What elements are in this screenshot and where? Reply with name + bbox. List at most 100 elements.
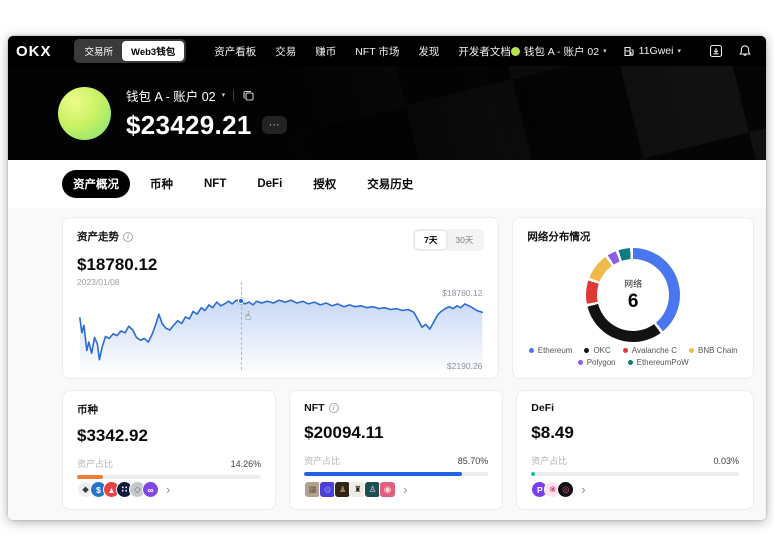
copy-address-icon[interactable] xyxy=(242,89,255,102)
legend-item-okc: OKC xyxy=(584,346,611,355)
asset-trend-card: 资产走势 i 7天 30天 $18780.12 2023/01/08 xyxy=(62,217,500,379)
chart-max-label: $18780.12 xyxy=(442,288,483,298)
range-30d-button[interactable]: 30天 xyxy=(446,231,482,249)
nav-dashboard[interactable]: 资产看板 xyxy=(214,45,257,58)
nav-nft-market[interactable]: NFT 市场 xyxy=(355,45,400,58)
wallet-name[interactable]: 钱包 A - 账户 02 xyxy=(126,89,216,104)
donut-center-value: 6 xyxy=(627,291,639,312)
legend-label: BNB Chain xyxy=(698,346,738,355)
legend-label: Polygon xyxy=(586,358,616,367)
notifications-button[interactable] xyxy=(738,44,752,58)
legend-label: Avalanche C xyxy=(631,346,677,355)
nft-thumbnails-row: ▦ ◍ ♟ ♜ ♙ ◉ xyxy=(304,481,397,498)
tab-approvals[interactable]: 授权 xyxy=(302,170,347,198)
toggle-web3-wallet[interactable]: Web3钱包 xyxy=(122,41,185,61)
nav-discover[interactable]: 发现 xyxy=(418,45,440,58)
network-card-title: 网络分布情况 xyxy=(527,231,591,243)
tab-coins[interactable]: 币种 xyxy=(139,170,184,198)
defi-value: $8.49 xyxy=(531,423,574,442)
account-selector[interactable]: 钱包 A - 账户 02 ▾ xyxy=(510,44,607,59)
ratio-percent: 0.03% xyxy=(713,455,739,466)
coins-summary-card: 币种 $3342.92 资产占比 14.26% ◆ $ ▲ ∷ ◇ ∞ › xyxy=(62,390,277,510)
nav-trade[interactable]: 交易 xyxy=(275,45,297,58)
tab-defi[interactable]: DeFi xyxy=(246,172,293,196)
chart-min-label: $2190.26 xyxy=(446,361,483,371)
download-icon xyxy=(709,44,723,58)
gas-pump-icon xyxy=(624,46,634,57)
defi-icons-row: P ❀ ◎ xyxy=(531,481,575,498)
range-7d-button[interactable]: 7天 xyxy=(415,231,447,249)
trend-chart-svg xyxy=(77,290,484,370)
wallet-avatar[interactable] xyxy=(58,86,111,140)
divider xyxy=(233,89,235,101)
section-tabs: 资产概况 币种 NFT DeFi 授权 交易历史 xyxy=(8,160,766,208)
toggle-exchange[interactable]: 交易所 xyxy=(76,41,123,61)
tab-overview[interactable]: 资产概况 xyxy=(62,170,130,198)
nav-earn[interactable]: 赚币 xyxy=(315,45,337,58)
gas-indicator[interactable]: 11Gwei ▾ xyxy=(623,45,681,57)
product-toggle: 交易所 Web3钱包 xyxy=(73,39,187,63)
network-donut-chart: 网络 6 xyxy=(586,248,681,342)
legend-dot xyxy=(584,348,590,353)
top-navbar: OKX 交易所 Web3钱包 资产看板 交易 赚币 NFT 市场 发现 开发者文档 钱包 … xyxy=(8,36,766,66)
chevron-right-icon[interactable]: › xyxy=(166,482,171,497)
tab-nft[interactable]: NFT xyxy=(193,172,237,196)
ratio-percent: 14.26% xyxy=(230,458,262,469)
ratio-bar xyxy=(304,472,489,476)
silver-coin-icon: ◇ xyxy=(129,481,146,498)
chevron-right-icon[interactable]: › xyxy=(403,482,408,497)
nft-card-title: NFT i xyxy=(304,402,488,414)
chevron-down-icon: ▾ xyxy=(603,48,607,55)
chevron-right-icon[interactable]: › xyxy=(581,482,586,497)
coins-value: $3342.92 xyxy=(77,426,148,445)
donut-center-label: 网络 xyxy=(624,279,643,289)
legend-item-polygon: Polygon xyxy=(577,358,616,367)
bell-icon xyxy=(739,45,751,56)
navbar-icon-cluster xyxy=(709,44,766,58)
legend-dot xyxy=(528,348,534,353)
defi-summary-card: DeFi $8.49 资产占比 0.03% P ❀ ◎ › xyxy=(516,390,754,510)
ratio-bar xyxy=(531,472,739,476)
network-distribution-card: 网络分布情况 网络 6 Ethereum OKC Avalanche C BNB Ch… xyxy=(512,217,754,379)
account-status-dot xyxy=(510,46,520,56)
nav-links: 资产看板 交易 赚币 NFT 市场 发现 开发者文档 xyxy=(214,44,511,59)
download-app-button[interactable] xyxy=(709,44,723,58)
defi-protocol-1-icon: P xyxy=(531,481,549,498)
crosshair-line xyxy=(241,282,243,370)
info-icon[interactable]: i xyxy=(328,403,339,413)
okb-coin-icon: ∷ xyxy=(116,481,133,498)
defi-protocol-3-icon: ◎ xyxy=(557,481,575,498)
okx-logo: OKX xyxy=(16,42,52,60)
legend-dot xyxy=(627,360,633,365)
coins-card-title: 币种 xyxy=(77,404,98,416)
gas-label: 11Gwei xyxy=(638,45,674,57)
asset-trend-title: 资产走势 i xyxy=(77,229,133,244)
nav-dev-docs[interactable]: 开发者文档 xyxy=(458,45,511,58)
more-actions-button[interactable]: ··· xyxy=(261,116,287,134)
legend-label: EthereumPoW xyxy=(636,358,689,367)
trend-date: 2023/01/08 xyxy=(77,277,120,287)
polygon-coin-icon: ∞ xyxy=(142,481,159,498)
wallet-balance: $23429.21 xyxy=(126,109,252,140)
ratio-percent: 85.70% xyxy=(457,455,489,466)
wallet-hero: 钱包 A - 账户 02 ▾ $23429.21 ··· xyxy=(8,66,766,160)
tab-history[interactable]: 交易历史 xyxy=(356,170,424,198)
trend-value: $18780.12 xyxy=(77,255,158,274)
nft-thumb-4-icon: ♜ xyxy=(349,481,367,498)
account-label: 钱包 A - 账户 02 xyxy=(523,45,600,58)
ratio-bar xyxy=(77,475,262,479)
nft-value: $20094.11 xyxy=(304,423,384,442)
legend-label: OKC xyxy=(593,346,611,355)
chevron-down-icon: ▾ xyxy=(677,48,681,55)
legend-item-ethereumpow: EthereumPoW xyxy=(627,358,689,367)
trend-line-chart[interactable]: ☝ $18780.12 $2190.26 xyxy=(77,282,484,371)
ratio-label: 资产占比 xyxy=(77,459,114,469)
ratio-label: 资产占比 xyxy=(531,456,568,466)
chevron-down-icon[interactable]: ▾ xyxy=(221,92,226,99)
dashboard-content: 资产走势 i 7天 30天 $18780.12 2023/01/08 xyxy=(8,208,766,520)
nft-summary-card: NFT i $20094.11 资产占比 85.70% ▦ ◍ ♟ ♜ ♙ ◉ › xyxy=(289,390,504,510)
info-icon[interactable]: i xyxy=(123,231,133,242)
app-window: OKX 交易所 Web3钱包 资产看板 交易 赚币 NFT 市场 发现 开发者文档 钱包 … xyxy=(8,36,766,520)
legend-item-ethereum: Ethereum xyxy=(528,346,572,355)
crosshair-dot xyxy=(238,298,245,305)
